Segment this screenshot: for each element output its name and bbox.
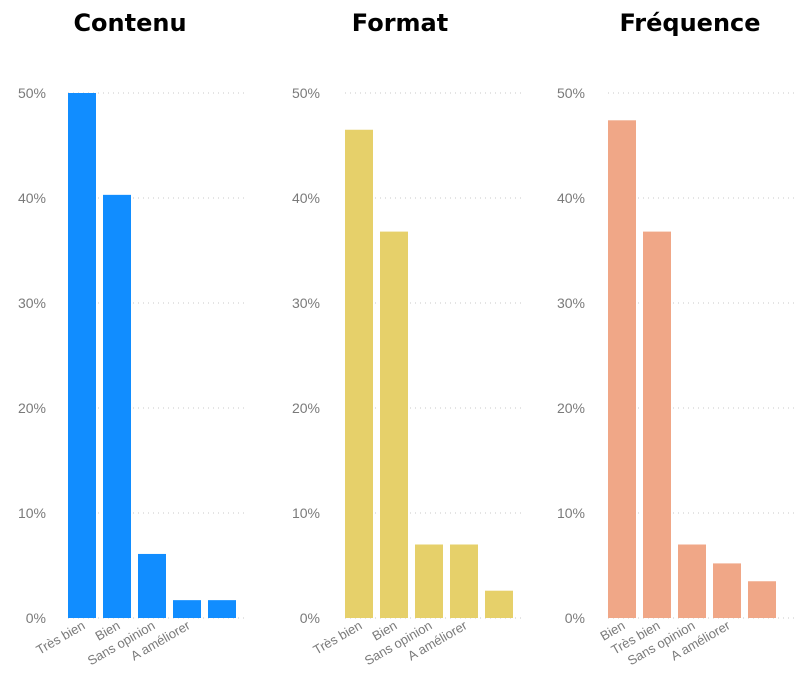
bar[interactable] [415, 544, 443, 619]
bar[interactable] [173, 600, 201, 618]
y-tick-label: 0% [300, 610, 320, 626]
bar[interactable] [608, 120, 636, 619]
y-tick-label: 10% [18, 505, 46, 521]
bar[interactable] [345, 129, 373, 618]
bar[interactable] [380, 231, 408, 618]
bar[interactable] [208, 600, 236, 618]
bar[interactable] [678, 544, 706, 619]
bar[interactable] [748, 581, 776, 618]
y-tick-label: 20% [18, 400, 46, 416]
y-tick-label: 40% [557, 190, 585, 206]
y-tick-label: 50% [292, 85, 320, 101]
bar[interactable] [643, 231, 671, 618]
y-tick-label: 50% [18, 85, 46, 101]
bar[interactable] [713, 563, 741, 618]
y-tick-label: 30% [557, 295, 585, 311]
bar[interactable] [450, 544, 478, 619]
bar[interactable] [68, 93, 96, 618]
y-tick-label: 50% [557, 85, 585, 101]
y-tick-label: 30% [292, 295, 320, 311]
y-tick-label: 0% [26, 610, 46, 626]
y-tick-label: 0% [565, 610, 585, 626]
y-tick-label: 20% [557, 400, 585, 416]
y-tick-label: 10% [292, 505, 320, 521]
y-tick-label: 30% [18, 295, 46, 311]
bar[interactable] [138, 553, 166, 618]
y-tick-label: 40% [292, 190, 320, 206]
y-tick-label: 10% [557, 505, 585, 521]
y-tick-label: 20% [292, 400, 320, 416]
chart-title-contenu: Contenu [73, 9, 187, 37]
bar[interactable] [103, 194, 131, 618]
chart-title-format: Format [351, 9, 449, 37]
bar[interactable] [485, 590, 513, 618]
chart-title-frequence: Fréquence [619, 9, 761, 37]
y-tick-label: 40% [18, 190, 46, 206]
